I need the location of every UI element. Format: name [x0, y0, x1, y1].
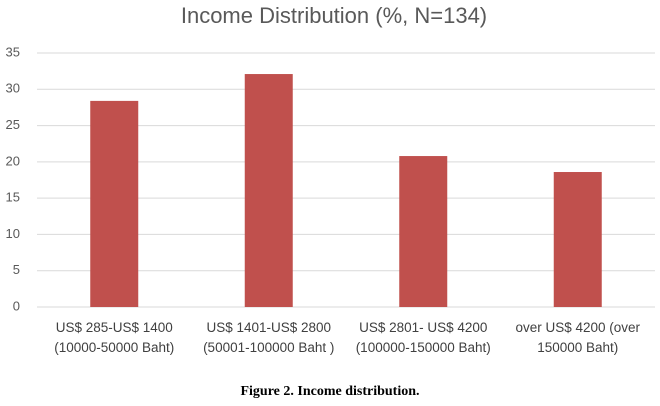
bar	[244, 74, 293, 307]
y-tick-label: 25	[6, 117, 20, 132]
x-tick-label: over US$ 4200 (over 150000 Baht)	[515, 320, 641, 355]
bar	[90, 100, 139, 307]
y-tick-label: 0	[13, 298, 20, 313]
x-tick-label: US$ 1401-US$ 2800 (50001-100000 Baht )	[203, 320, 335, 355]
y-tick-label: 10	[6, 226, 20, 241]
chart-title: Income Distribution (%, N=134)	[181, 3, 487, 28]
y-tick-label: 30	[6, 81, 20, 96]
y-tick-label: 35	[6, 44, 20, 59]
x-tick-label: US$ 285-US$ 1400 (10000-50000 Baht)	[54, 320, 175, 355]
y-tick-label: 20	[6, 153, 20, 168]
caption: Figure 2. Income distribution.	[240, 384, 420, 399]
bar	[553, 172, 602, 307]
bar	[399, 156, 448, 307]
y-tick-label: 5	[13, 262, 20, 277]
x-tick-label: US$ 2801- US$ 4200 (100000-150000 Baht)	[355, 320, 491, 355]
y-tick-label: 15	[6, 190, 20, 205]
